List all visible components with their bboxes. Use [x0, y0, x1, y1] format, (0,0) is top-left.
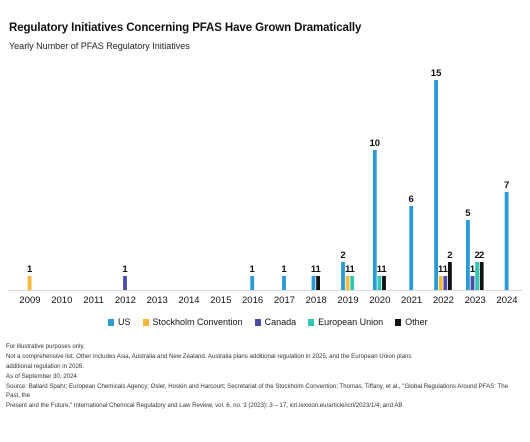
data-label-2016-us: 1 — [250, 264, 256, 275]
legend-swatch-other — [395, 318, 402, 326]
x-tick-label-2014: 2014 — [178, 295, 199, 306]
bar-2020-other — [382, 276, 386, 290]
x-tick-label-2019: 2019 — [337, 295, 358, 306]
note-line2: additional regulation in 2026. — [6, 362, 84, 370]
data-label-2022-us: 15 — [431, 68, 442, 79]
data-label-2024-us: 7 — [504, 180, 509, 191]
x-tick-label-2009: 2009 — [19, 295, 40, 306]
note-asof: As of September 30, 2024 — [6, 372, 77, 380]
legend-item-canada: Canada — [254, 317, 297, 327]
x-tick-label-2011: 2011 — [83, 295, 103, 306]
legend-label-us: US — [118, 317, 131, 327]
bar-2022-stockholm-convention — [438, 276, 443, 290]
bar-2022-canada — [443, 276, 448, 290]
x-tick-label-2018: 2018 — [306, 295, 327, 306]
chart-subtitle: Yearly Number of PFAS Regulatory Initiat… — [9, 41, 190, 51]
bar-2023-other — [479, 262, 484, 290]
legend-swatch-canada — [254, 318, 261, 326]
note-source2: Present and the Future," International C… — [6, 402, 403, 410]
bar-2017-us — [282, 276, 286, 290]
bar-2023-us — [466, 220, 470, 290]
x-tick-label-2023: 2023 — [465, 295, 486, 306]
legend-item-other: Other — [395, 317, 428, 327]
data-label-2009-stockholm-convention: 1 — [27, 264, 33, 275]
legend-label-other: Other — [405, 317, 428, 327]
bar-2009-stockholm-convention — [27, 276, 32, 290]
x-tick-label-2016: 2016 — [242, 295, 263, 306]
bar-2023-european-union — [475, 262, 479, 290]
data-label-2019-stockholm-convention: 1 — [345, 264, 351, 275]
data-label-2017-us: 1 — [281, 264, 287, 275]
x-tick-label-2024: 2024 — [496, 295, 517, 306]
x-tick-label-2010: 2010 — [51, 295, 72, 306]
note-illustrative: For illustrative purposes only. — [6, 343, 85, 350]
x-tick-label-2015: 2015 — [210, 295, 231, 306]
data-label-2022-stockholm-convention: 1 — [438, 264, 444, 275]
data-label-2023-canada: 1 — [470, 264, 476, 275]
bar-2019-stockholm-convention — [345, 276, 350, 290]
data-label-2018-other: 1 — [315, 264, 321, 275]
legend-item-eu: European Union — [308, 317, 383, 327]
data-label-2022-canada: 1 — [443, 264, 449, 275]
x-tick-label-2020: 2020 — [369, 295, 390, 306]
bar-2022-other — [448, 262, 452, 290]
x-tick-label-2021: 2021 — [401, 295, 422, 306]
bar-2019-european-union — [350, 276, 355, 290]
bar-2021-us — [409, 206, 414, 290]
data-label-2023-european-union: 2 — [474, 250, 479, 261]
legend-label-eu: European Union — [318, 317, 384, 327]
legend-item-us: US — [108, 317, 131, 327]
x-tick-label-2013: 2013 — [147, 295, 168, 306]
footnotes: For illustrative purposes only. Not a co… — [6, 342, 521, 411]
bar-2022-us — [434, 80, 438, 290]
x-tick-label-2012: 2012 — [115, 295, 136, 306]
data-label-2019-us: 2 — [340, 250, 345, 261]
bar-2024-us — [504, 192, 509, 290]
data-label-2012-canada: 1 — [122, 264, 128, 275]
legend-label-canada: Canada — [264, 317, 297, 327]
data-label-2020-other: 1 — [381, 264, 387, 275]
note-line1: Not a comprehensive list. Other includes… — [6, 352, 412, 360]
legend-swatch-eu — [308, 318, 315, 326]
legend-swatch-stockholm — [142, 318, 149, 326]
legend-swatch-us — [108, 318, 114, 326]
bar-2012-canada — [123, 276, 127, 290]
x-tick-label-2017: 2017 — [274, 295, 295, 306]
note-source1: Source: Ballard Spahr; European Chemical… — [6, 382, 508, 400]
data-label-2021-us: 6 — [409, 194, 414, 205]
bar-2018-other — [316, 276, 320, 290]
legend-item-stockholm: Stockholm Convention — [142, 317, 243, 327]
bar-2020-european-union — [377, 276, 382, 290]
data-label-2022-other: 2 — [447, 250, 452, 261]
data-label-2020-european-union: 1 — [377, 264, 383, 275]
legend-label-stockholm: Stockholm Convention — [152, 317, 243, 327]
chart-legend: US Stockholm Convention Canada European … — [108, 317, 428, 327]
data-label-2019-european-union: 1 — [350, 264, 356, 275]
bar-2016-us — [250, 276, 255, 290]
data-label-2018-us: 1 — [311, 264, 317, 275]
bar-2018-us — [311, 276, 316, 290]
data-label-2020-us: 10 — [370, 138, 381, 149]
x-tick-label-2022: 2022 — [433, 295, 454, 306]
bar-2019-us — [341, 262, 345, 290]
bar-2023-canada — [470, 276, 475, 290]
bar-2020-us — [372, 150, 377, 290]
chart-title: Regulatory Initiatives Concerning PFAS H… — [9, 22, 362, 34]
data-label-2023-other: 2 — [479, 250, 484, 261]
data-label-2023-us: 5 — [465, 208, 471, 219]
